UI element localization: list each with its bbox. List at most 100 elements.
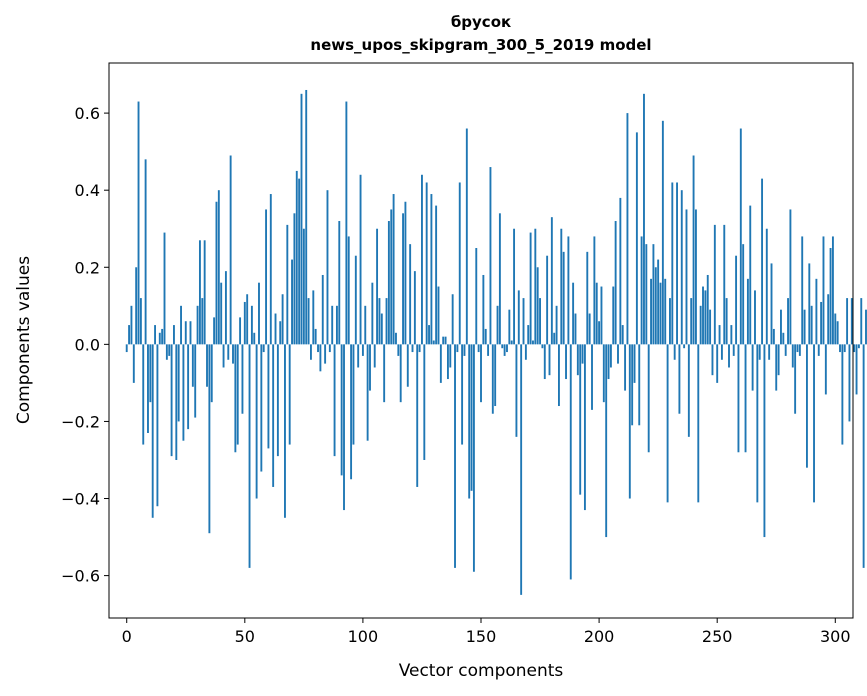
bar bbox=[262, 344, 265, 353]
bar bbox=[255, 344, 258, 499]
bar bbox=[284, 344, 286, 518]
bar bbox=[354, 255, 357, 345]
bar bbox=[326, 190, 329, 345]
bar bbox=[735, 255, 738, 345]
bar bbox=[177, 344, 180, 422]
bar bbox=[319, 344, 322, 372]
bar bbox=[241, 344, 244, 414]
bar bbox=[446, 344, 449, 380]
bar bbox=[312, 290, 315, 345]
bar bbox=[794, 344, 797, 414]
bar bbox=[130, 305, 133, 345]
bar bbox=[669, 298, 671, 345]
bar bbox=[520, 344, 523, 595]
bar bbox=[338, 221, 341, 345]
bar bbox=[428, 325, 430, 345]
bar bbox=[749, 205, 752, 345]
bar bbox=[730, 325, 733, 345]
bar bbox=[739, 128, 742, 345]
bar bbox=[423, 344, 426, 460]
y-tick-label: 0.2 bbox=[75, 258, 100, 277]
bar bbox=[487, 344, 490, 356]
bar bbox=[546, 255, 549, 345]
bar bbox=[862, 344, 865, 568]
bar bbox=[156, 344, 159, 507]
bar bbox=[324, 344, 327, 364]
bar bbox=[331, 305, 334, 345]
bar bbox=[602, 344, 605, 403]
bar bbox=[465, 128, 468, 345]
bar bbox=[548, 344, 551, 376]
bar bbox=[860, 298, 863, 345]
bar bbox=[631, 344, 634, 426]
bar bbox=[673, 344, 676, 360]
bar bbox=[855, 344, 858, 395]
bar bbox=[430, 194, 433, 345]
bar bbox=[385, 298, 388, 345]
bar bbox=[390, 209, 393, 345]
bar bbox=[692, 155, 695, 345]
x-tick-label: 300 bbox=[820, 627, 851, 646]
bar bbox=[184, 321, 187, 345]
bar bbox=[810, 305, 813, 345]
bar bbox=[758, 344, 761, 360]
bar bbox=[406, 344, 409, 387]
bar bbox=[534, 228, 537, 345]
bar bbox=[581, 344, 584, 364]
bar bbox=[461, 344, 464, 445]
bar bbox=[711, 344, 714, 376]
bar bbox=[151, 344, 154, 518]
bar bbox=[357, 344, 360, 368]
bar bbox=[347, 236, 350, 345]
bar bbox=[789, 209, 792, 345]
bar bbox=[848, 344, 851, 422]
bar bbox=[234, 344, 237, 453]
bar bbox=[333, 344, 336, 457]
bar bbox=[272, 344, 275, 487]
bar bbox=[395, 332, 397, 345]
bar bbox=[274, 313, 277, 345]
bar bbox=[524, 344, 527, 360]
bar bbox=[543, 344, 546, 380]
bar bbox=[865, 309, 867, 345]
bar bbox=[147, 344, 149, 433]
x-tick-label: 100 bbox=[348, 627, 379, 646]
x-tick-label: 0 bbox=[122, 627, 132, 646]
bar bbox=[678, 344, 681, 414]
bar bbox=[383, 344, 386, 403]
y-tick-label: −0.2 bbox=[61, 412, 100, 431]
bar bbox=[236, 344, 239, 445]
bar bbox=[335, 305, 338, 345]
bar bbox=[801, 236, 804, 345]
bar bbox=[187, 344, 190, 430]
x-tick-label: 200 bbox=[584, 627, 615, 646]
bar bbox=[194, 344, 197, 418]
bar bbox=[369, 344, 371, 391]
bar bbox=[305, 89, 308, 345]
bar bbox=[756, 344, 759, 503]
bar bbox=[671, 182, 674, 345]
bar bbox=[782, 332, 785, 345]
bar bbox=[567, 236, 570, 345]
bar bbox=[435, 205, 438, 345]
bar bbox=[142, 344, 145, 445]
bar bbox=[269, 194, 272, 345]
bar bbox=[761, 178, 764, 345]
bar bbox=[437, 286, 440, 345]
bar bbox=[780, 309, 782, 345]
bar bbox=[203, 240, 206, 345]
bar bbox=[841, 344, 844, 445]
bar bbox=[614, 221, 617, 345]
bar bbox=[196, 305, 199, 345]
bar bbox=[206, 344, 208, 387]
bar bbox=[352, 344, 355, 445]
bar bbox=[768, 344, 771, 360]
bar bbox=[454, 344, 456, 568]
bar bbox=[149, 344, 152, 403]
bar bbox=[468, 344, 471, 499]
bar bbox=[380, 313, 383, 345]
bar bbox=[501, 344, 504, 349]
bar bbox=[253, 332, 256, 345]
x-tick-label: 250 bbox=[702, 627, 733, 646]
y-tick-label: −0.4 bbox=[61, 490, 100, 509]
